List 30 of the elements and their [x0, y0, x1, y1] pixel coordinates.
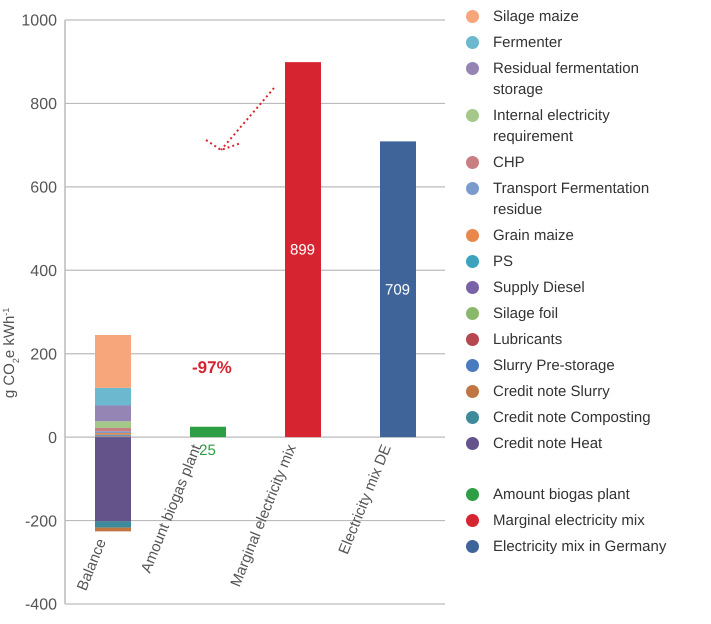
y-tick-label: 600 — [30, 180, 58, 197]
legend-label: Lubricants — [493, 330, 562, 350]
y-tick-label: 0 — [48, 430, 58, 447]
y-tick-label: -400 — [24, 596, 58, 614]
legend-label: CHP — [493, 153, 525, 173]
legend-label: Credit note Slurry — [493, 382, 610, 402]
legend-label: Silage foil — [493, 304, 558, 324]
legend-label: Residual fermentation storage — [493, 59, 640, 100]
legend-label: Marginal electricity mix — [493, 511, 645, 531]
legend-label: Transport Fermentation residue — [493, 179, 650, 220]
legend-label: Supply Diesel — [493, 278, 585, 298]
legend-label: Internal electricity requirement — [493, 106, 611, 147]
legend-label: Amount biogas plant — [493, 485, 630, 505]
y-tick-label: 1000 — [21, 12, 58, 30]
legend-label: Slurry Pre-storage — [493, 356, 615, 376]
legend-label: Grain maize — [493, 226, 574, 246]
legend-label: Credit note Heat — [493, 434, 602, 454]
y-tick-label: 800 — [30, 96, 58, 114]
annotation: -97% — [192, 358, 232, 378]
data-label: 25 — [199, 442, 216, 460]
y-tick-label: 200 — [30, 346, 58, 364]
data-label: 899 — [290, 242, 316, 259]
legend-label: Electricity mix in Germany — [493, 537, 666, 557]
legend-label: Fermenter — [493, 33, 562, 53]
legend-label: Credit note Composting — [493, 408, 651, 428]
y-tick-label: 400 — [30, 262, 58, 280]
data-label: 709 — [384, 281, 410, 298]
legend-label: PS — [493, 252, 514, 272]
legend-label: Silage maize — [493, 7, 579, 27]
y-tick-label: -200 — [24, 513, 58, 530]
